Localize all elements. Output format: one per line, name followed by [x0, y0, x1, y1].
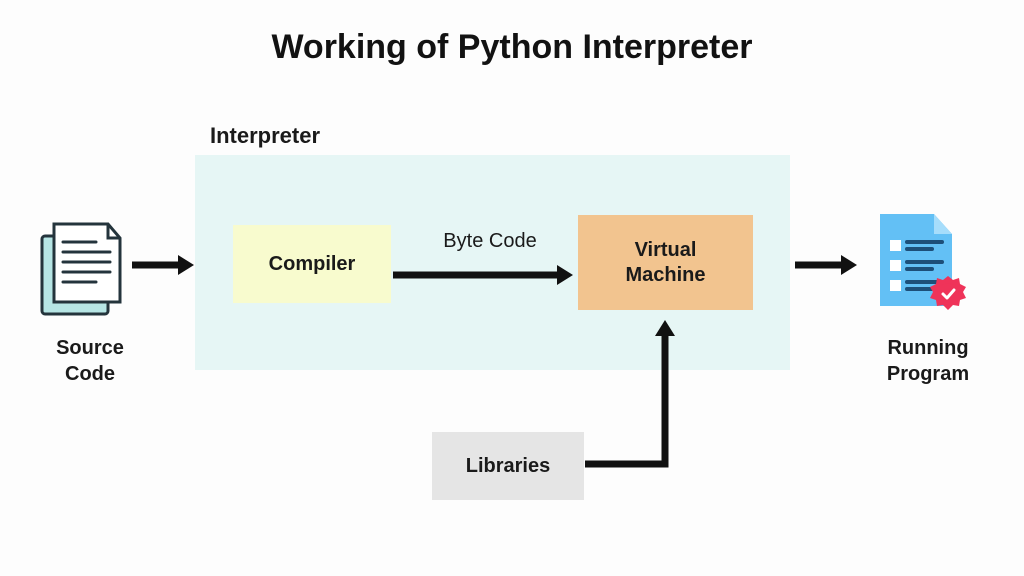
virtual-machine-node: VirtualMachine — [578, 215, 753, 310]
compiler-label: Compiler — [269, 252, 356, 277]
source-code-icon — [36, 222, 126, 317]
arrow-vm-to-running — [795, 255, 857, 275]
bytecode-label: Byte Code — [415, 230, 565, 253]
diagram-title: Working of Python Interpreter — [0, 28, 1024, 67]
source-code-caption: SourceCode — [30, 335, 150, 387]
arrow-source-to-compiler — [132, 255, 194, 275]
running-program-icon — [870, 210, 966, 314]
libraries-label: Libraries — [466, 454, 550, 479]
libraries-node: Libraries — [432, 432, 584, 500]
arrow-compiler-to-vm — [393, 264, 573, 286]
running-program-caption: RunningProgram — [858, 335, 998, 387]
virtual-machine-label: VirtualMachine — [625, 238, 705, 288]
compiler-node: Compiler — [233, 225, 391, 303]
interpreter-label: Interpreter — [210, 123, 320, 149]
arrow-libraries-to-vm — [585, 320, 705, 470]
